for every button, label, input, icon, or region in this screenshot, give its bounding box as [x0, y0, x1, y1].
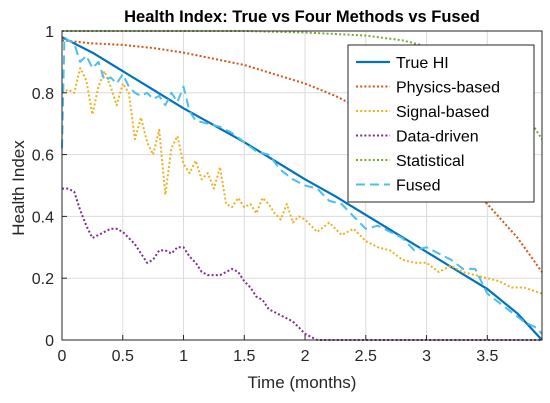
legend-label-1: Physics-based: [396, 80, 500, 97]
x-axis-label: Time (months): [248, 373, 357, 392]
x-tick-label-3: 1.5: [233, 348, 255, 365]
series-line-physics-based: [61, 39, 543, 273]
y-tick-label-4: 0.8: [32, 86, 54, 103]
legend-label-2: Signal-based: [396, 104, 489, 121]
series-line-data-driven: [62, 187, 542, 341]
x-tick-label-7: 3.5: [476, 348, 498, 365]
chart-title: Health Index: True vs Four Methods vs Fu…: [124, 8, 480, 26]
chart-legend: True HI Physics-based Signal-based Data-dri…: [347, 44, 535, 203]
x-tick-label-4: 2: [301, 348, 310, 365]
legend-label-3: Data-driven: [396, 129, 479, 146]
y-tick-label-2: 0.4: [32, 209, 54, 226]
y-tick-label-3: 0.6: [32, 148, 54, 165]
x-tick-label-5: 2.5: [355, 348, 377, 365]
y-tick-label-1: 0.2: [32, 271, 54, 288]
x-tick-label-2: 1: [179, 348, 188, 365]
x-tick-label-1: 0.5: [112, 348, 134, 365]
series-line-signal-based: [61, 67, 543, 295]
y-tick-label-5: 1: [45, 24, 54, 41]
legend-box: [347, 44, 535, 203]
y-tick-label-0: 0: [45, 333, 54, 350]
legend-label-4: Statistical: [396, 153, 464, 170]
x-tick-label-0: 0: [58, 348, 67, 365]
plot-frame: [61, 30, 543, 341]
series-line-true-hi: [61, 36, 543, 341]
x-tick-label-6: 3: [422, 348, 431, 365]
axis-ticks: 0 0.5 1 1.5 2 2.5 3 3.5 0 0.2 0.4 0.6 0.8 1: [32, 24, 499, 365]
legend-label-5: Fused: [396, 178, 440, 195]
y-axis-label: Health Index: [9, 140, 28, 236]
legend-label-0: True HI: [396, 55, 449, 72]
series-line-fused: [61, 36, 543, 335]
